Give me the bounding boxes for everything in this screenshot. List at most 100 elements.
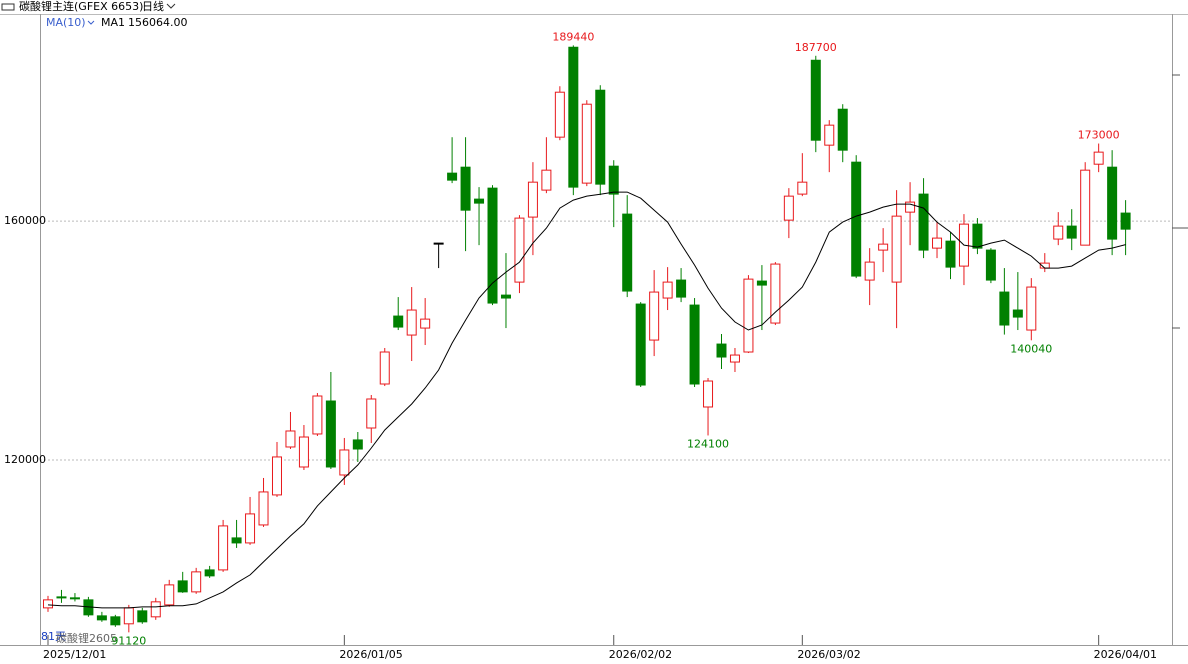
candle-body bbox=[1066, 225, 1077, 239]
x-tick-label: 2026/03/02 bbox=[797, 648, 860, 661]
candle-body bbox=[891, 215, 902, 283]
candle-body bbox=[770, 263, 781, 324]
candle-body bbox=[1080, 169, 1091, 246]
candle-body bbox=[43, 599, 53, 609]
candle-body bbox=[595, 89, 606, 185]
candle-body bbox=[1012, 309, 1023, 318]
candle-body bbox=[622, 213, 633, 292]
candle-body bbox=[447, 172, 458, 181]
candle-body bbox=[729, 354, 740, 363]
candle-body bbox=[393, 315, 404, 328]
candle-body bbox=[918, 193, 929, 251]
high-label: 189440 bbox=[552, 30, 594, 43]
candle-body bbox=[56, 596, 67, 599]
indicator-dropdown[interactable] bbox=[87, 20, 95, 25]
candle-body bbox=[905, 201, 916, 213]
candle-body bbox=[743, 278, 754, 353]
candle-body bbox=[339, 449, 350, 476]
candle-body bbox=[985, 249, 996, 281]
candle-body bbox=[527, 181, 538, 218]
ma-value: 156064.00 bbox=[128, 16, 188, 29]
candle-body bbox=[96, 615, 107, 621]
low-label: 140040 bbox=[1010, 342, 1052, 355]
candle-body bbox=[231, 537, 242, 544]
contract-name: 碳酸锂2605 bbox=[56, 631, 117, 645]
candle-body bbox=[271, 456, 282, 496]
candle-body bbox=[245, 513, 256, 544]
candle-body bbox=[716, 343, 727, 358]
candle-body bbox=[420, 318, 431, 329]
x-tick-label: 2026/04/01 bbox=[1094, 648, 1157, 661]
candle-body bbox=[945, 240, 956, 268]
candle-body bbox=[352, 439, 363, 450]
candle-body bbox=[703, 380, 714, 408]
candle-body bbox=[514, 217, 525, 283]
y-tick-label: 120000 bbox=[4, 453, 46, 466]
candle-body bbox=[568, 46, 579, 188]
candle-body bbox=[797, 181, 808, 195]
candle-body bbox=[1053, 225, 1064, 240]
candle-body bbox=[204, 569, 215, 577]
candle-body bbox=[689, 304, 700, 385]
candle-body bbox=[999, 291, 1010, 326]
candle-body bbox=[676, 279, 687, 298]
candle-body bbox=[972, 223, 983, 249]
candle-body bbox=[379, 351, 390, 385]
candle-body bbox=[878, 243, 889, 251]
x-tick-label: 2025/12/01 bbox=[43, 648, 106, 661]
candle-body bbox=[581, 103, 592, 184]
candle-body bbox=[325, 400, 336, 468]
candle-body bbox=[541, 169, 552, 191]
y-tick-label: 160000 bbox=[4, 214, 46, 227]
candle-body bbox=[474, 198, 485, 204]
candle-body bbox=[932, 237, 943, 249]
period-selector[interactable]: 日线 bbox=[142, 0, 164, 13]
candle-body bbox=[851, 161, 862, 277]
candle-body bbox=[635, 303, 646, 386]
low-label: 124100 bbox=[687, 437, 729, 450]
candle-body bbox=[298, 436, 309, 468]
x-tick-label: 2026/01/05 bbox=[339, 648, 402, 661]
header-title: 碳酸锂主连(GFEX 6653) bbox=[19, 0, 143, 13]
period-dropdown[interactable] bbox=[166, 3, 176, 9]
candle-body bbox=[500, 294, 511, 299]
candle-body bbox=[608, 165, 619, 195]
candle-body bbox=[783, 195, 794, 221]
x-tick-label: 2026/02/02 bbox=[609, 648, 672, 661]
candle-body bbox=[1120, 212, 1131, 230]
candle-body bbox=[150, 601, 161, 618]
ma-name: MA1 bbox=[101, 16, 125, 29]
candle-body bbox=[285, 430, 296, 448]
low-label: 91120 bbox=[111, 634, 146, 647]
indicator-name[interactable]: MA(10) bbox=[46, 16, 86, 29]
candle-body bbox=[487, 187, 498, 304]
ma-line bbox=[47, 191, 1126, 609]
candle-body bbox=[1093, 151, 1104, 165]
candle-body bbox=[662, 281, 673, 299]
header-icon bbox=[1, 3, 15, 11]
candle-body bbox=[218, 525, 229, 571]
candle-body bbox=[177, 580, 188, 593]
high-label: 187700 bbox=[795, 41, 837, 54]
candle-body bbox=[460, 166, 471, 211]
candle-body bbox=[864, 261, 875, 281]
candle-body bbox=[1107, 166, 1118, 240]
candle-body bbox=[69, 597, 80, 600]
high-label: 173000 bbox=[1078, 129, 1120, 142]
candle-body bbox=[649, 291, 660, 341]
candle-body bbox=[837, 108, 848, 151]
candle-body bbox=[810, 59, 821, 141]
candle-body bbox=[110, 616, 121, 626]
candle-body bbox=[137, 610, 148, 623]
candle-body bbox=[366, 398, 377, 429]
candle-body bbox=[554, 91, 565, 138]
candle-body bbox=[1026, 286, 1037, 331]
candle-body bbox=[312, 395, 323, 435]
candle-body bbox=[406, 309, 417, 336]
candle-body bbox=[258, 491, 269, 526]
candle-body bbox=[164, 584, 175, 606]
candle-body bbox=[191, 571, 202, 593]
candle-body bbox=[433, 242, 444, 245]
